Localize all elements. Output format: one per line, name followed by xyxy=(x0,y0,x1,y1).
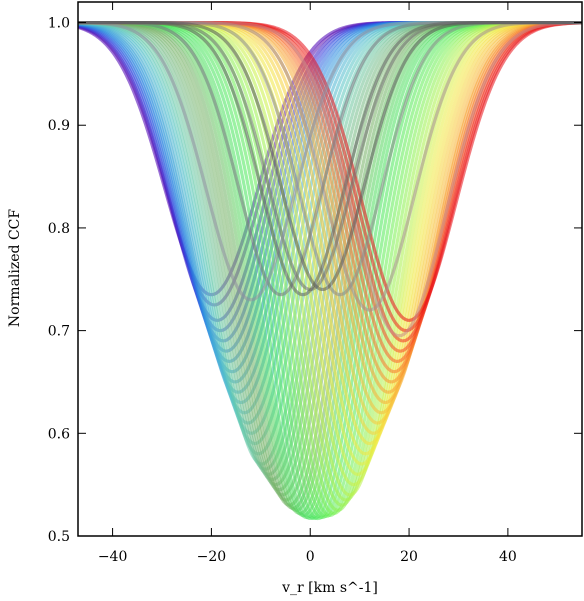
y-tick-label: 0.9 xyxy=(48,118,70,134)
y-axis-label: Normalized CCF xyxy=(7,209,23,327)
ticks-group xyxy=(78,2,582,537)
x-axis-label: v_r [km s^-1] xyxy=(281,580,378,596)
x-tick-label: −40 xyxy=(98,549,128,565)
y-tick-label: 0.5 xyxy=(48,529,70,545)
x-tick-label: 0 xyxy=(306,549,315,565)
x-tick-label: 40 xyxy=(499,549,517,565)
y-tick-label: 1.0 xyxy=(48,16,70,32)
y-tick-label: 0.7 xyxy=(48,324,70,340)
y-tick-label: 0.6 xyxy=(48,426,70,442)
series-group xyxy=(78,20,582,521)
x-tick-label: −20 xyxy=(197,549,227,565)
ccf-series-line xyxy=(78,20,582,292)
y-tick-label: 0.8 xyxy=(48,221,70,237)
tick-labels-group: −40 −20 0 20 40 0.5 0.6 0.7 0.8 0.9 1.0 xyxy=(48,16,517,565)
x-tick-label: 20 xyxy=(400,549,418,565)
plot-frame xyxy=(77,1,583,537)
